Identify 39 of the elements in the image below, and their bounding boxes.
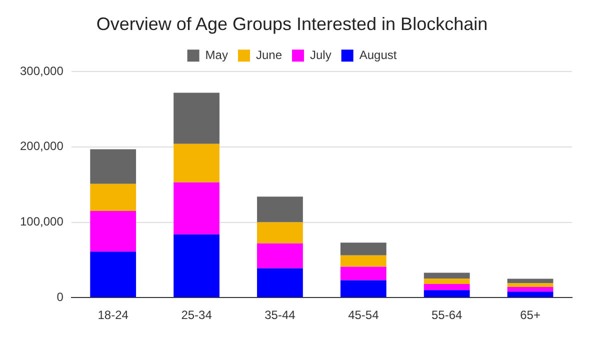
bar — [340, 266, 386, 280]
legend-label: August — [359, 48, 398, 62]
bar — [257, 268, 303, 298]
bar — [507, 287, 554, 292]
y-tick-label: 0 — [56, 290, 64, 304]
bar — [90, 184, 136, 211]
bar — [174, 234, 220, 298]
legend-label: May — [205, 48, 228, 62]
bar — [507, 283, 554, 288]
bar — [424, 290, 470, 298]
x-tick-label: 25-34 — [181, 308, 212, 322]
bar — [424, 284, 470, 290]
bar — [257, 196, 303, 222]
bar — [257, 243, 303, 268]
x-tick-label: 55-64 — [431, 308, 463, 322]
bar — [90, 252, 136, 298]
bar — [340, 255, 386, 267]
y-tick-label: 300,000 — [20, 64, 64, 78]
bar — [424, 272, 470, 279]
bar — [90, 210, 136, 252]
bar — [507, 292, 554, 298]
bar — [424, 278, 470, 284]
x-tick-label: 35-44 — [264, 308, 296, 322]
bar — [507, 278, 554, 284]
bar — [174, 182, 220, 234]
x-tick-label: 65+ — [520, 308, 540, 322]
bar — [340, 280, 386, 298]
x-tick-label: 18-24 — [98, 308, 129, 322]
bar — [340, 242, 386, 256]
y-tick-label: 100,000 — [20, 214, 64, 229]
bar — [257, 222, 303, 244]
chart-title: Overview of Age Groups Interested in Blockchain — [96, 14, 488, 34]
bar — [174, 144, 220, 182]
legend-label: July — [310, 48, 332, 62]
y-tick-label: 200,000 — [20, 139, 64, 154]
x-tick-label: 45-54 — [348, 308, 380, 322]
legend-label: June — [256, 48, 282, 62]
bar — [174, 92, 220, 144]
bar — [90, 149, 136, 184]
